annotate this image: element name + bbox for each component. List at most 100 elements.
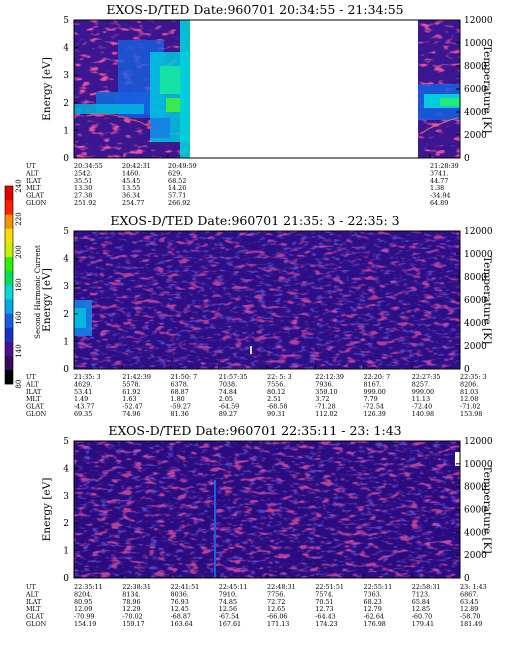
panel-3-ytick-label: 5 (63, 437, 69, 447)
panel-3-ytick-label: 2 (63, 519, 69, 529)
panel-1-table-cell: 27.38 (74, 192, 92, 200)
panel-2-ytick-right-label: 0 (464, 365, 470, 375)
panel-2-ytick-right-label: 4000 (464, 319, 487, 329)
panel-3-table-cell: 179.41 (412, 620, 434, 628)
panel-3-table-cell: 154.19 (74, 620, 96, 628)
panel-1-table-row-label: GLON (26, 199, 47, 207)
panel-1-table-cell: 21:28:39 (430, 162, 459, 170)
panel-1-ytick-right-label: 8000 (464, 62, 487, 72)
colorbar-swatch (5, 228, 13, 243)
panel-3-table-row-label: GLON (26, 620, 47, 628)
panel-2-table-cell: 112.02 (315, 410, 337, 418)
panel-3-table-cell: 12.65 (267, 605, 285, 613)
panel-3-table-row-label: ALT (25, 590, 39, 598)
panel-2-table-cell: -71.02 (460, 403, 480, 411)
panel-3-heatmap (74, 441, 460, 578)
panel-1-ytick-label: 2 (63, 99, 69, 109)
panel-2-table-row-label: UT (26, 373, 36, 381)
panel-2-table-cell: 89.27 (219, 410, 237, 418)
panel-3-table-cell: 63.45 (460, 598, 478, 606)
panel-2-table-row-label: GLON (26, 410, 47, 418)
panel-3-table-cell: 22:55:11 (364, 583, 393, 591)
panel-2-table-row-label: GLAT (26, 403, 45, 411)
panel-2-table-cell: 4629. (74, 380, 92, 388)
panel-2-table-cell: 21:35: 3 (74, 373, 101, 381)
colorbar-swatch (5, 299, 13, 314)
panel-3-table-cell: 8134. (122, 590, 140, 598)
panel-2-table-cell: -72.54 (364, 403, 384, 411)
panel-2-table-cell: 2.51 (267, 395, 281, 403)
panel-1-table-cell: 20:42:31 (122, 162, 151, 170)
panel-2-table-cell: 81.03 (460, 388, 478, 396)
panel-2-ytick-right-label: 2000 (464, 342, 487, 352)
panel-3-table-cell: 22:38:31 (122, 583, 151, 591)
colorbar-tick-label: 220 (15, 212, 23, 225)
panel-3-table-cell: 12.09 (74, 605, 92, 613)
panel-2-table-cell: 1.49 (74, 395, 88, 403)
panel-3-title: EXOS-D/TED Date:960701 22:35:11 - 23: 1:… (108, 423, 401, 438)
panel-3-table-cell: 22:51:51 (315, 583, 344, 591)
panel-3-table-cell: 7756. (267, 590, 285, 598)
panel-3-table-cell: 22:48:31 (267, 583, 296, 591)
panel-3-ytick-label: 0 (63, 574, 69, 584)
panel-2-table-cell: 21:42:39 (122, 373, 151, 381)
panel-1-table-cell: 1460. (122, 169, 140, 177)
colorbar: 80 140 160 180 200 220 240 Second Harmonic Cur… (4, 179, 42, 388)
panel-2-ylabel: Energy [eV] (41, 268, 53, 332)
panel-2-table-cell: 5578. (122, 380, 140, 388)
panel-1-table-cell: 36.34 (122, 192, 140, 200)
panel-2-table-cell: 1.63 (122, 395, 136, 403)
panel-1-table-cell: 629. (168, 169, 182, 177)
panel-2-table-cell: 74.84 (219, 388, 237, 396)
panel-3-ytick-label: 4 (63, 464, 69, 474)
panel-1-table-cell: 20:49:59 (168, 162, 197, 170)
panel-1-table-cell: 13.30 (74, 184, 92, 192)
panel-2-table-cell: -68.58 (267, 403, 287, 411)
colorbar-tick-label: 160 (15, 311, 23, 324)
panel-2-table-cell: 21:57:35 (219, 373, 248, 381)
panel-1-ytick-label: 1 (63, 126, 69, 136)
colorbar-tick-label: 140 (15, 344, 23, 357)
panel-1-table-cell: 57.71 (168, 192, 186, 200)
panel-1-ytick-label: 5 (63, 16, 69, 26)
panel-2-table-cell: 69.35 (74, 410, 92, 418)
panel-1-ytick-right-label: 6000 (464, 85, 487, 95)
panel-2-table-cell: 22:27:35 (412, 373, 441, 381)
panel-2-ytick-label: 2 (63, 310, 69, 320)
panel-2-table-cell: 153.98 (460, 410, 482, 418)
panel-3-table-row-label: ILAT (26, 598, 42, 606)
panel-3-table-cell: -67.54 (219, 613, 239, 621)
panel-2-ytick-right-label: 12000 (464, 227, 493, 237)
panel-2-ytick-right-label: 6000 (464, 296, 487, 306)
panel-2-table-cell: 21:50: 7 (171, 373, 198, 381)
panel-3-table-cell: 78.96 (122, 598, 140, 606)
panel-3-table-cell: -70.02 (122, 613, 142, 621)
panel-3-table-row-label: MLT (26, 605, 41, 613)
panel-1-table-cell: 266.92 (168, 199, 190, 207)
panel-2-ytick-label: 5 (63, 227, 69, 237)
panel-3-table-cell: 12.73 (315, 605, 333, 613)
colorbar-swatch (5, 270, 13, 286)
colorbar-swatch (5, 369, 13, 385)
panel-3-ytick-label: 1 (63, 547, 69, 557)
panel-3-table-cell: 72.72 (267, 598, 285, 606)
panel-3-table-cell: 159.17 (122, 620, 144, 628)
panel-1-table-cell: 64.89 (430, 199, 448, 207)
panel-3-table-cell: 8204. (74, 590, 92, 598)
panel-2-table-cell: -71.28 (315, 403, 335, 411)
panel-2-ytick-right-label: 8000 (464, 273, 487, 283)
panel-2-table-cell: 6378. (171, 380, 189, 388)
panel-2-table-cell: 53.41 (74, 388, 92, 396)
panel-3-table-cell: 12.89 (460, 605, 478, 613)
panel-2-table-cell: 140.98 (412, 410, 434, 418)
panel-1-table-cell: 44.77 (430, 177, 448, 185)
panel-2-table-cell: 74.96 (122, 410, 140, 418)
panel-3-ytick-right-label: 0 (464, 574, 470, 584)
panel-2-table-cell: 12.08 (460, 395, 478, 403)
panel-3-table-cell: 12.45 (171, 605, 189, 613)
panel-3-table-cell: 7574. (315, 590, 333, 598)
panel-3-ylabel-right: Temperature [K] (481, 465, 493, 553)
panel-1-table-cell: 251.92 (74, 199, 96, 207)
panel-3-table-cell: 7363. (364, 590, 382, 598)
